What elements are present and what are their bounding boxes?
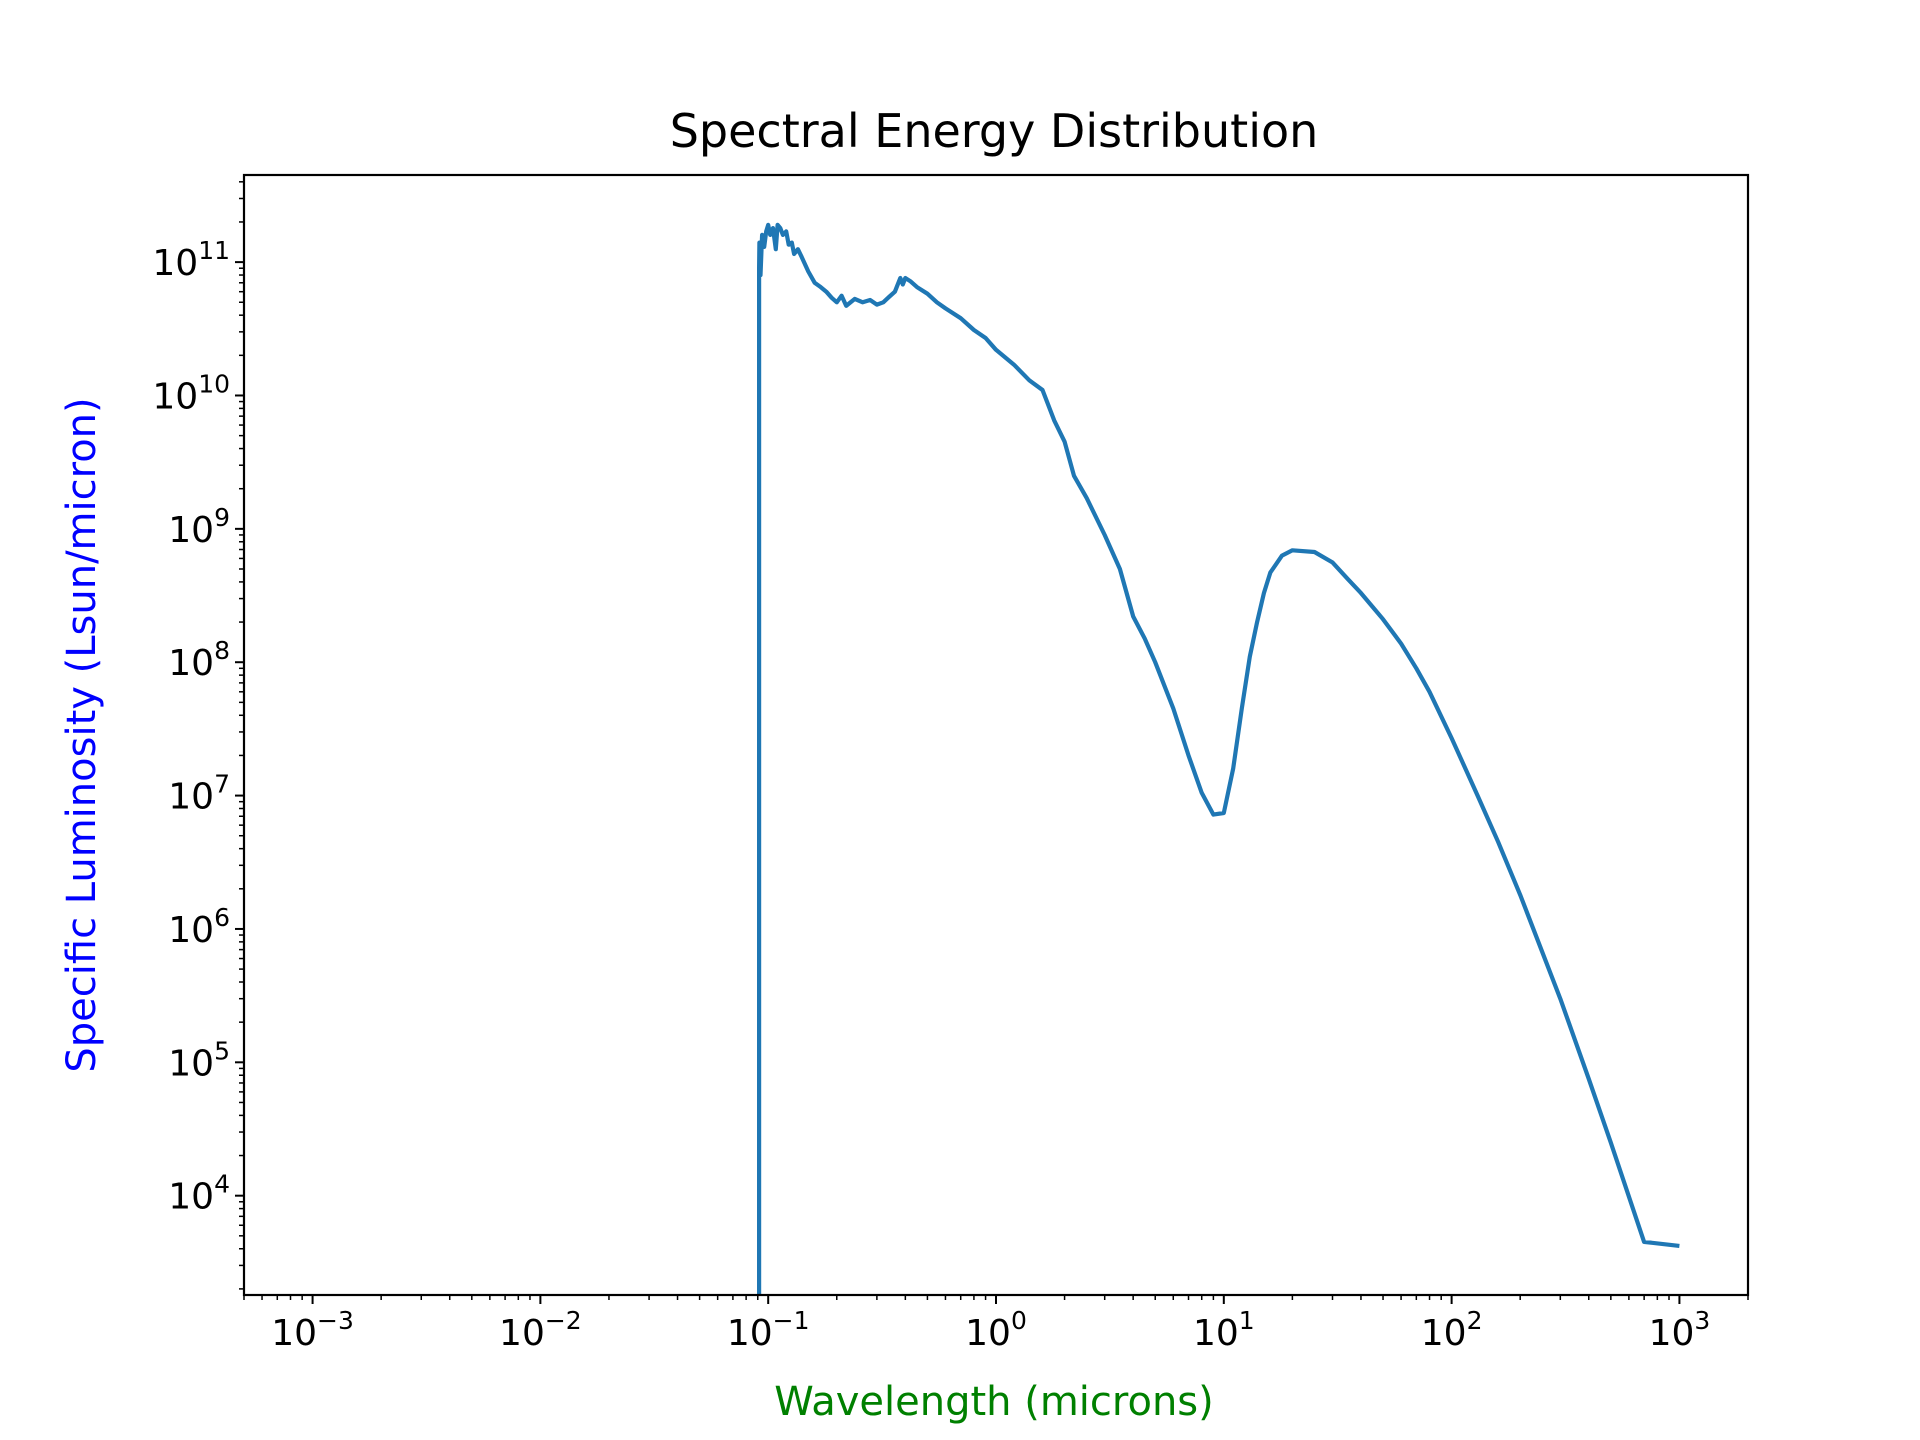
x-tick-label: 10−3 — [271, 1306, 354, 1354]
series-line — [756, 222, 1680, 1295]
chart-title: Spectral Energy Distribution — [670, 104, 1319, 158]
y-tick-label: 1010 — [152, 369, 230, 417]
y-axis: 104 105 106 107 108 109 1010 1011 — [152, 181, 244, 1290]
x-tick-label: 102 — [1421, 1306, 1483, 1354]
x-tick-label: 100 — [965, 1306, 1027, 1354]
y-tick-label: 105 — [168, 1036, 230, 1084]
x-tick-label: 10−2 — [499, 1306, 582, 1354]
y-axis-label: Specific Luminosity (Lsun/micron) — [59, 397, 105, 1072]
plot-area — [756, 222, 1680, 1295]
x-tick-label: 103 — [1649, 1306, 1711, 1354]
y-tick-label: 108 — [168, 636, 230, 684]
y-tick-label: 109 — [168, 503, 230, 551]
x-tick-label: 10−1 — [727, 1306, 810, 1354]
x-axis-label: Wavelength (microns) — [774, 1379, 1214, 1425]
x-tick-label: 101 — [1193, 1306, 1255, 1354]
x-axis: 10−3 10−2 10−1 100 101 102 103 — [243, 1295, 1749, 1354]
y-tick-label: 107 — [168, 770, 230, 818]
y-tick-label: 106 — [168, 903, 230, 951]
y-tick-label: 1011 — [152, 236, 230, 284]
y-tick-label: 104 — [168, 1170, 230, 1218]
